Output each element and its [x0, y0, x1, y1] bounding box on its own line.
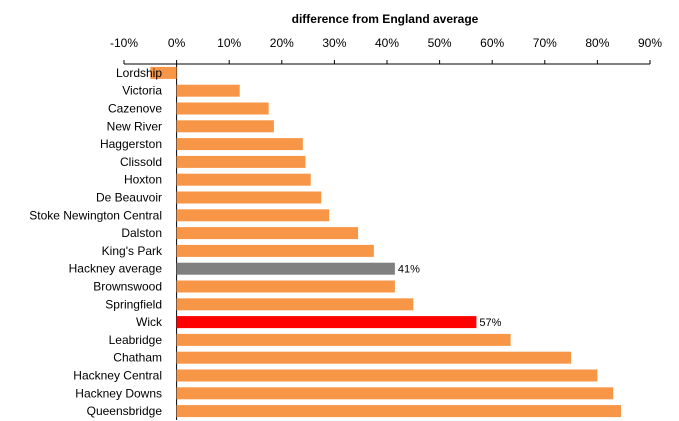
category-label: Brownswood	[93, 280, 162, 294]
category-label: Lordship	[116, 66, 162, 80]
x-tick-label: 50%	[428, 36, 452, 50]
bar	[177, 103, 269, 115]
x-tick-label: 60%	[480, 36, 504, 50]
category-label: Hoxton	[124, 173, 162, 187]
bar	[177, 245, 374, 257]
bar	[177, 370, 598, 382]
category-label: Chatham	[113, 351, 162, 365]
category-label: Springfield	[105, 297, 162, 311]
data-label: 57%	[479, 317, 501, 329]
category-label: Hackney average	[69, 262, 163, 276]
x-tick-label: -10%	[110, 36, 138, 50]
bar	[177, 138, 303, 150]
bar	[177, 405, 621, 417]
bar	[177, 352, 571, 364]
bar	[177, 85, 240, 97]
category-label: Stoke Newington Central	[29, 208, 162, 222]
x-tick-label: 40%	[375, 36, 399, 50]
x-tick-label: 10%	[217, 36, 241, 50]
bar	[177, 227, 358, 239]
category-label: Hackney Central	[73, 369, 162, 383]
bar	[177, 334, 511, 346]
bar	[177, 120, 274, 132]
bar	[177, 387, 614, 399]
x-tick-label: 80%	[585, 36, 609, 50]
bar	[177, 298, 414, 310]
bar	[177, 209, 330, 221]
bar	[177, 281, 395, 293]
x-tick-label: 90%	[638, 36, 662, 50]
category-label: New River	[107, 119, 162, 133]
category-labels: Lordship Victoria Cazenove New River Haggers…	[29, 66, 163, 418]
category-label: Dalston	[121, 226, 162, 240]
category-label: King's Park	[102, 244, 163, 258]
x-tick-label: 30%	[322, 36, 346, 50]
category-label: Cazenove	[108, 102, 162, 116]
bar	[177, 192, 322, 204]
category-label: Victoria	[122, 84, 162, 98]
bar	[177, 174, 311, 186]
category-label: Clissold	[120, 155, 162, 169]
category-label: Leabridge	[109, 333, 163, 347]
x-tick-label: 70%	[533, 36, 557, 50]
bars-group	[150, 67, 621, 417]
category-label: Queensbridge	[87, 404, 163, 418]
bar	[177, 316, 477, 328]
category-label: De Beauvoir	[96, 191, 162, 205]
category-label: Haggerston	[100, 137, 162, 151]
bar	[177, 156, 306, 168]
x-tick-label: 20%	[270, 36, 294, 50]
chart-title: difference from England average	[292, 12, 479, 26]
data-label: 41%	[398, 264, 420, 276]
x-tick-label: 0%	[168, 36, 186, 50]
category-label: Wick	[136, 315, 163, 329]
bar	[177, 263, 395, 275]
category-label: Hackney Downs	[75, 386, 162, 400]
